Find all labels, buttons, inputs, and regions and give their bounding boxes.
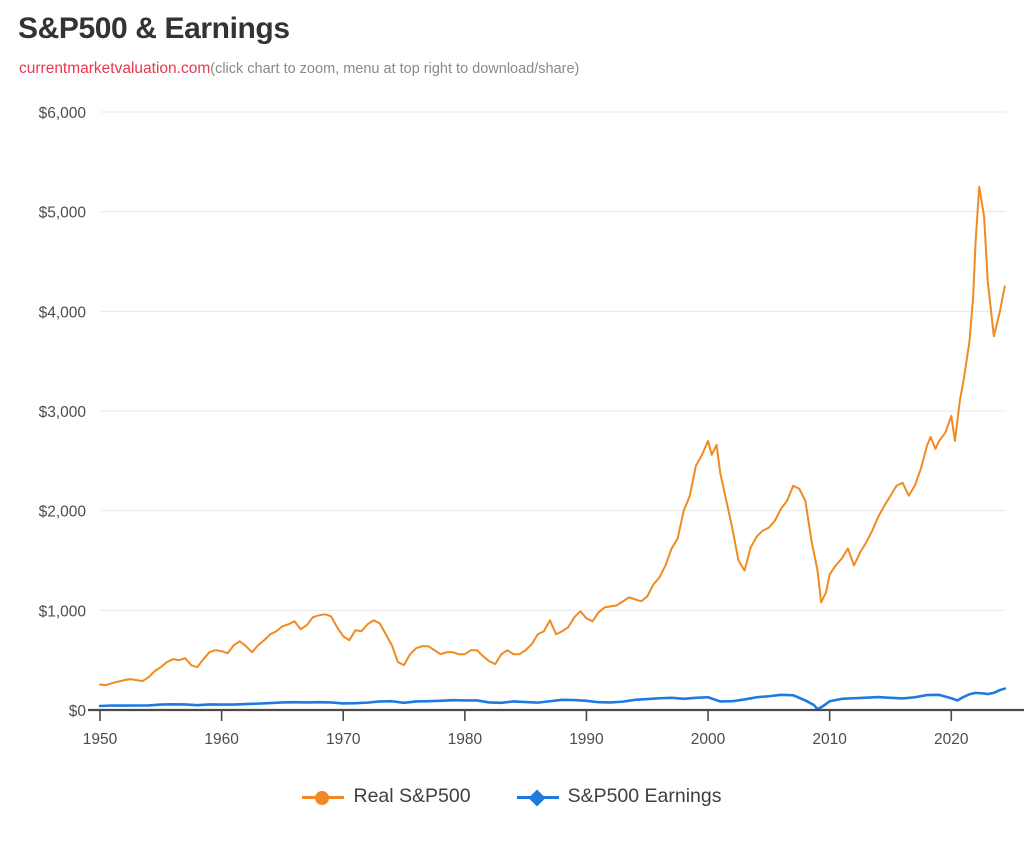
legend-marker-diamond-icon [516, 789, 559, 806]
x-axis-tick-label: 2000 [691, 731, 726, 748]
y-axis-tick-label: $0 [69, 703, 87, 720]
chart-legend: Real S&P500 S&P500 Earnings [0, 785, 1024, 808]
page-title: S&P500 & Earnings [18, 12, 290, 45]
x-axis-tick-label: 1950 [83, 731, 118, 748]
legend-label-sp500-earnings: S&P500 Earnings [567, 785, 722, 807]
y-axis-tick-label: $4,000 [39, 304, 87, 321]
y-axis-tick-label: $1,000 [39, 603, 87, 620]
series-line-sp500-earnings [98, 687, 1007, 711]
x-axis-tick-label: 1990 [569, 731, 604, 748]
x-axis-tick-label: 2010 [812, 731, 847, 748]
source-link[interactable]: currentmarketvaluation.com [19, 60, 211, 77]
x-axis-tick-label: 1970 [326, 731, 361, 748]
y-axis-tick-label: $5,000 [39, 205, 87, 222]
subtitle-hint: (click chart to zoom, menu at top right … [210, 61, 580, 77]
chart-svg[interactable]: $0 $1,000 $2,000 $3,000 $4,000 $5,000 $6,000 19… [0, 88, 1024, 788]
series-line-real-sp500 [99, 185, 1006, 687]
legend-item-sp500-earnings[interactable]: S&P500 Earnings [516, 785, 722, 808]
y-axis-tick-label: $6,000 [39, 105, 87, 122]
x-axis-tick-label: 1980 [448, 731, 483, 748]
x-axis-tick-label: 2020 [934, 731, 969, 748]
legend-marker-circle-icon [302, 790, 345, 805]
y-axis-tick-label: $3,000 [39, 404, 87, 421]
x-axis-tick-label: 1960 [204, 731, 239, 748]
legend-label-real-sp500: Real S&P500 [353, 785, 471, 807]
legend-item-real-sp500[interactable]: Real S&P500 [302, 785, 471, 808]
chart-plot-area[interactable]: $0 $1,000 $2,000 $3,000 $4,000 $5,000 $6,000 19… [0, 88, 1024, 788]
chart-subtitle: currentmarketvaluation.com(click chart t… [19, 60, 579, 78]
y-axis-tick-label: $2,000 [39, 504, 87, 521]
